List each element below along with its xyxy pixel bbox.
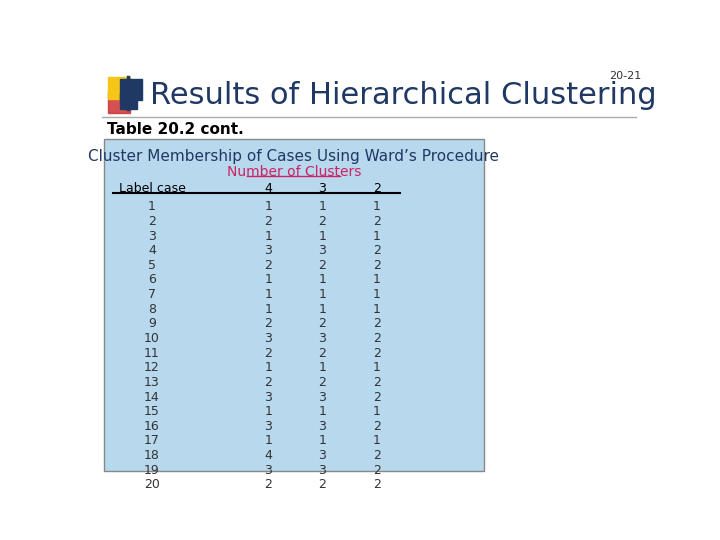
- Text: 3: 3: [264, 390, 272, 403]
- Text: 1: 1: [373, 361, 381, 374]
- Text: Label case: Label case: [119, 182, 186, 195]
- Text: 1: 1: [373, 288, 381, 301]
- Text: 2: 2: [318, 259, 326, 272]
- Text: 2: 2: [264, 318, 272, 330]
- Text: 16: 16: [144, 420, 160, 433]
- Text: 3: 3: [318, 182, 326, 195]
- Text: 3: 3: [264, 464, 272, 477]
- Text: Results of Hierarchical Clustering: Results of Hierarchical Clustering: [150, 81, 657, 110]
- Text: 1: 1: [373, 303, 381, 316]
- Text: 3: 3: [264, 420, 272, 433]
- Text: 1: 1: [264, 434, 272, 448]
- Text: 2: 2: [373, 478, 381, 491]
- Text: 1: 1: [318, 230, 326, 242]
- Text: 3: 3: [318, 390, 326, 403]
- Text: 2: 2: [373, 182, 381, 195]
- Text: 13: 13: [144, 376, 160, 389]
- FancyBboxPatch shape: [104, 139, 484, 471]
- Text: 1: 1: [318, 361, 326, 374]
- Bar: [120, 79, 142, 100]
- Text: 4: 4: [264, 449, 272, 462]
- Text: 5: 5: [148, 259, 156, 272]
- Text: 2: 2: [318, 215, 326, 228]
- Text: 12: 12: [144, 361, 160, 374]
- Text: 1: 1: [318, 288, 326, 301]
- Text: 3: 3: [318, 449, 326, 462]
- Text: Table 20.2 cont.: Table 20.2 cont.: [107, 122, 244, 137]
- Bar: [108, 77, 130, 99]
- Text: 7: 7: [148, 288, 156, 301]
- Text: 3: 3: [264, 244, 272, 257]
- Text: 2: 2: [264, 259, 272, 272]
- Text: 2: 2: [318, 478, 326, 491]
- Text: 1: 1: [264, 405, 272, 418]
- Text: 2: 2: [373, 464, 381, 477]
- Text: 2: 2: [373, 390, 381, 403]
- Text: 2: 2: [373, 318, 381, 330]
- Text: 3: 3: [318, 420, 326, 433]
- Text: 2: 2: [318, 318, 326, 330]
- Text: 1: 1: [318, 303, 326, 316]
- Text: 4: 4: [148, 244, 156, 257]
- Text: Number of Clusters: Number of Clusters: [227, 165, 361, 179]
- Text: 3: 3: [318, 244, 326, 257]
- Text: 1: 1: [318, 405, 326, 418]
- Text: 2: 2: [318, 376, 326, 389]
- Bar: [108, 91, 130, 112]
- Text: 1: 1: [318, 434, 326, 448]
- Text: 3: 3: [264, 332, 272, 345]
- Text: 1: 1: [373, 273, 381, 286]
- Text: 20: 20: [144, 478, 160, 491]
- Text: 18: 18: [144, 449, 160, 462]
- Text: 1: 1: [373, 230, 381, 242]
- Text: 17: 17: [144, 434, 160, 448]
- Text: 2: 2: [148, 215, 156, 228]
- Text: 2: 2: [264, 347, 272, 360]
- Text: 2: 2: [373, 376, 381, 389]
- Text: 10: 10: [144, 332, 160, 345]
- Text: 20-21: 20-21: [610, 71, 642, 81]
- Text: 2: 2: [264, 215, 272, 228]
- Text: 15: 15: [144, 405, 160, 418]
- Text: 1: 1: [264, 361, 272, 374]
- Text: Cluster Membership of Cases Using Ward’s Procedure: Cluster Membership of Cases Using Ward’s…: [89, 150, 500, 165]
- Text: 2: 2: [373, 244, 381, 257]
- Text: 2: 2: [264, 478, 272, 491]
- Text: 3: 3: [148, 230, 156, 242]
- Text: 14: 14: [144, 390, 160, 403]
- Text: 3: 3: [318, 332, 326, 345]
- Text: 2: 2: [373, 215, 381, 228]
- Text: 2: 2: [373, 449, 381, 462]
- Text: 2: 2: [264, 376, 272, 389]
- Text: 2: 2: [373, 259, 381, 272]
- Text: 1: 1: [318, 273, 326, 286]
- Text: 1: 1: [373, 200, 381, 213]
- Text: 1: 1: [264, 288, 272, 301]
- Text: 1: 1: [264, 230, 272, 242]
- Text: 4: 4: [264, 182, 272, 195]
- Text: 2: 2: [373, 420, 381, 433]
- Text: 1: 1: [264, 200, 272, 213]
- Text: 6: 6: [148, 273, 156, 286]
- Text: 1: 1: [148, 200, 156, 213]
- Text: 1: 1: [373, 405, 381, 418]
- Text: 1: 1: [373, 434, 381, 448]
- Text: 19: 19: [144, 464, 160, 477]
- Text: 1: 1: [264, 273, 272, 286]
- Text: 1: 1: [264, 303, 272, 316]
- Text: 9: 9: [148, 318, 156, 330]
- Text: 11: 11: [144, 347, 160, 360]
- Text: 3: 3: [318, 464, 326, 477]
- Text: 2: 2: [373, 347, 381, 360]
- Text: 2: 2: [373, 332, 381, 345]
- Text: 8: 8: [148, 303, 156, 316]
- Text: 1: 1: [318, 200, 326, 213]
- Text: 2: 2: [318, 347, 326, 360]
- Bar: [120, 92, 138, 110]
